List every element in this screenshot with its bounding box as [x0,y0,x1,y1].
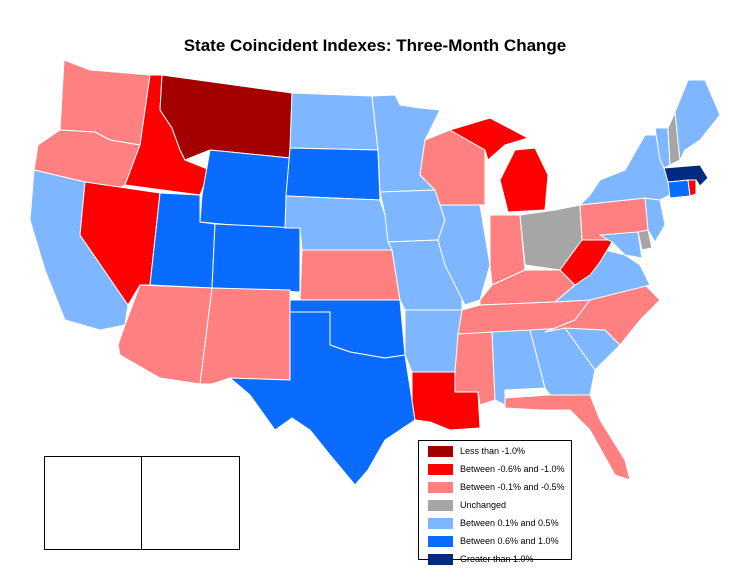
legend-item: Less than -1.0% [428,443,571,459]
state-tx [229,311,416,486]
state-ma [663,164,709,187]
legend-item: Between -0.6% and -1.0% [428,461,571,477]
state-nm [199,287,291,385]
legend-label: Between 0.6% and 1.0% [460,536,559,546]
state-sd [285,147,381,201]
state-wy [199,149,291,231]
legend-item: Between -0.1% and -0.5% [428,479,571,495]
legend-swatch [428,517,453,529]
legend-label: Greater than 1.0% [460,554,534,564]
legend-swatch [428,553,453,565]
state-nd [289,92,379,151]
state-ri [687,179,697,197]
legend-swatch [428,499,453,511]
state-az [117,284,213,385]
state-fl [504,394,631,481]
legend-item: Greater than 1.0% [428,551,571,567]
hawaii-inset-frame [141,456,240,550]
legend-swatch [428,463,453,475]
legend-label: Less than -1.0% [460,446,526,456]
state-ar [404,309,463,373]
state-mt [159,74,293,161]
legend-label: Unchanged [460,500,507,510]
alaska-inset-frame [44,456,142,550]
legend-swatch [428,535,453,547]
legend-item: Between 0.1% and 0.5% [428,515,571,531]
state-co [211,223,301,293]
legend-item: Unchanged [428,497,571,513]
state-md [599,231,643,259]
legend-label: Between 0.1% and 0.5% [460,518,559,528]
state-vt [654,127,671,169]
state-or [33,129,141,189]
state-mi [449,117,549,213]
state-de [637,229,653,251]
map-legend: Less than -1.0% Between -0.6% and -1.0% Be… [418,440,572,565]
state-ia [379,189,446,243]
map-title: State Coincident Indexes: Three-Month Ch… [183,36,567,55]
state-ct [667,179,691,199]
legend-item: Between 0.6% and 1.0% [428,533,571,549]
state-nc [544,284,661,346]
legend-swatch [428,481,453,493]
state-ne [284,195,393,251]
state-ks [299,249,401,301]
state-me [674,79,721,161]
legend-label: Between -0.1% and -0.5% [460,482,565,492]
legend-label: Between -0.6% and -1.0% [460,464,565,474]
legend-swatch [428,445,453,457]
state-il [437,204,491,306]
state-ny [579,134,671,206]
